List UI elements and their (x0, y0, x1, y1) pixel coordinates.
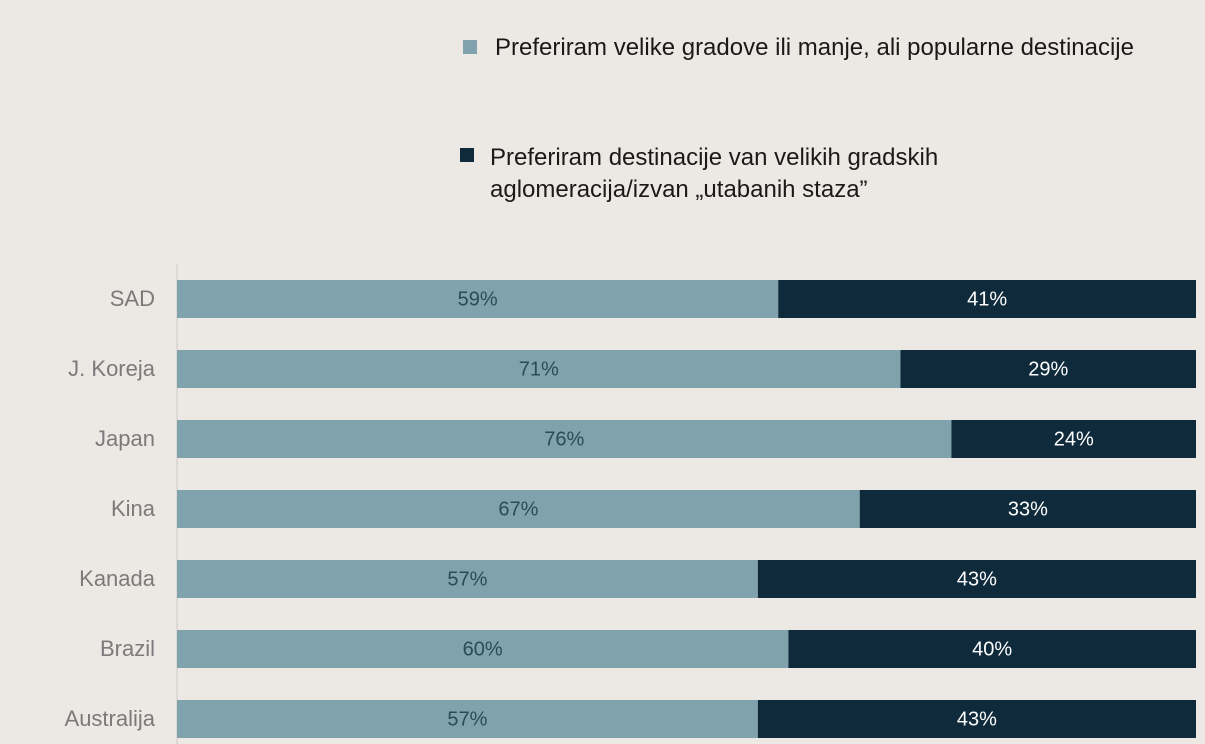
bar-segment (757, 700, 1196, 738)
value-label: 71% (519, 358, 559, 380)
category-label: J. Koreja (68, 356, 156, 381)
value-label: 29% (1028, 358, 1068, 380)
category-label: Brazil (100, 636, 155, 661)
category-label: Kanada (79, 566, 156, 591)
category-label: Japan (95, 426, 155, 451)
value-label: 40% (972, 638, 1012, 660)
value-label: 57% (447, 568, 487, 590)
bar-segment (177, 700, 758, 738)
legend-swatch (460, 148, 474, 162)
value-label: 43% (957, 568, 997, 590)
value-label: 59% (458, 288, 498, 310)
bar-segment (177, 280, 779, 318)
bar-segment (757, 560, 1196, 598)
category-label: SAD (110, 286, 155, 311)
value-label: 76% (544, 428, 584, 450)
value-label: 60% (463, 638, 503, 660)
bar-segment (177, 560, 758, 598)
bar-segment (177, 420, 952, 458)
bar-segment (778, 280, 1196, 318)
bar-segment (859, 490, 1196, 528)
bar-segment (177, 350, 901, 388)
category-label: Kina (111, 496, 156, 521)
value-label: 57% (447, 708, 487, 730)
category-label: Australija (65, 706, 156, 731)
value-label: 41% (967, 288, 1007, 310)
value-label: 33% (1008, 498, 1048, 520)
bar-segment (900, 350, 1196, 388)
value-label: 43% (957, 708, 997, 730)
value-label: 67% (498, 498, 538, 520)
legend-swatch (463, 40, 477, 54)
bar-segment (177, 490, 860, 528)
bar-segment (788, 630, 1196, 668)
bar-segment (177, 630, 789, 668)
value-label: 24% (1054, 428, 1094, 450)
bar-segment (951, 420, 1196, 458)
legend-label: Preferiram velike gradove ili manje, ali… (495, 34, 1134, 61)
legend-label: Preferiram destinacije van velikih grads… (490, 144, 939, 203)
